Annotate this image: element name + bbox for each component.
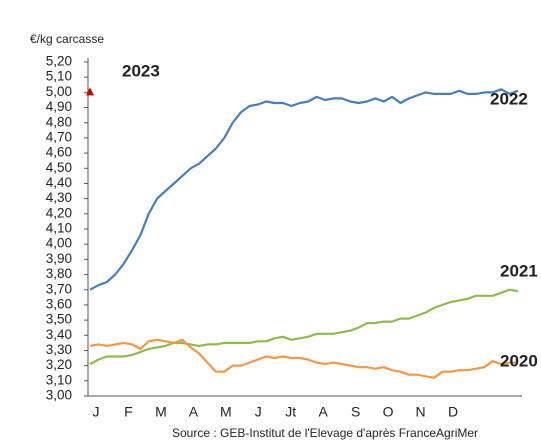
series-line	[89, 288, 519, 366]
x-tick-label: J	[93, 404, 100, 420]
y-tick-label: 5,20	[46, 54, 72, 69]
y-tick-label: 3,40	[46, 327, 72, 342]
y-tick-label: 4,90	[46, 99, 72, 114]
x-tick-label: N	[415, 404, 425, 420]
y-tick-label: 4,30	[46, 190, 72, 205]
y-tick-label: 4,70	[46, 129, 72, 144]
x-tick-label: M	[155, 404, 167, 420]
x-tick-label: J	[255, 404, 262, 420]
x-tick-label: M	[220, 404, 232, 420]
y-tick-label: 3,80	[46, 266, 72, 281]
x-tick-label: A	[189, 404, 199, 420]
x-tick-label: D	[448, 404, 458, 420]
series-label: 2020	[500, 351, 538, 370]
y-tick-label: 4,50	[46, 160, 72, 175]
y-tick-label: 4,00	[46, 236, 72, 251]
series-line	[89, 88, 519, 291]
y-tick-label: 3,00	[46, 388, 72, 403]
y-tick-label: 4,60	[46, 145, 72, 160]
x-tick-label: S	[351, 404, 360, 420]
y-tick-label: 5,00	[46, 84, 72, 99]
y-tick-label: 4,40	[46, 175, 72, 190]
x-tick-label: Jt	[285, 404, 296, 420]
series-label: 2022	[490, 89, 528, 108]
y-tick-label: 3,30	[46, 342, 72, 357]
y-tick-label: 5,10	[46, 69, 72, 84]
y-tick-label: 3,60	[46, 296, 72, 311]
source: Source : GEB-Institut de l'Elevage d'apr…	[172, 426, 478, 440]
y-tick-label: 3,10	[46, 372, 72, 387]
series-label: 2023	[122, 61, 160, 80]
y-tick-label: 3,20	[46, 357, 72, 372]
point	[86, 87, 94, 96]
series-label: 2021	[500, 261, 538, 280]
x-tick-label: O	[383, 404, 394, 420]
y-axis-label: €/kg carcasse	[30, 32, 104, 46]
y-tick-label: 4,10	[46, 221, 72, 236]
x-tick-label: F	[124, 404, 133, 420]
y-tick-label: 3,50	[46, 312, 72, 327]
y-tick-label: 4,80	[46, 114, 72, 129]
y-tick-label: 3,90	[46, 251, 72, 266]
x-tick-label: A	[319, 404, 329, 420]
series-line	[89, 338, 518, 379]
y-tick-label: 4,20	[46, 205, 72, 220]
y-tick-label: 3,70	[46, 281, 72, 296]
